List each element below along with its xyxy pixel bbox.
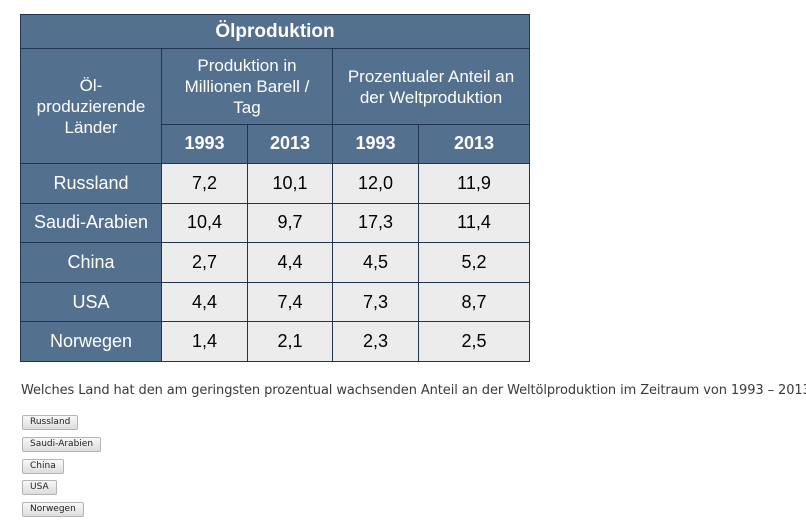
value-cell: 2,1 [247,321,333,362]
oil-production-table: Ölproduktion Öl-produzierende Länder Pro… [19,13,531,362]
answer-button-usa[interactable]: USA [22,480,57,495]
value-cell: 4,5 [332,242,419,283]
table-title: Ölproduktion [19,13,531,50]
value-cell: 12,0 [332,163,419,204]
value-cell: 4,4 [247,242,333,283]
production-column-header: Produktion in Millionen Barell / Tag [161,48,333,125]
value-cell: 9,7 [247,202,333,244]
value-cell: 4,4 [161,281,248,323]
production-column-header-text: Produktion in Millionen Barell / Tag [184,56,310,118]
answer-button-china[interactable]: China [22,459,64,474]
value-cell: 2,5 [417,321,531,362]
value-cell: 10,1 [247,163,333,204]
value-cell: 2,7 [161,242,248,283]
value-cell: 11,4 [417,202,531,244]
value-cell: 7,3 [332,281,419,323]
question-text: Welches Land hat den am geringsten proze… [21,383,806,398]
value-cell: 8,7 [417,281,531,323]
country-cell: Norwegen [20,321,162,362]
table-row: USA 4,4 7,4 7,3 8,7 [20,281,531,323]
value-cell: 5,2 [417,242,531,283]
answer-button-russland[interactable]: Russland [22,415,79,430]
value-cell: 1,4 [161,321,248,362]
country-cell: USA [20,281,162,323]
country-cell: China [20,242,162,283]
table-row: Russland 7,2 10,1 12,0 11,9 [20,163,531,204]
table-row: China 2,7 4,4 4,5 5,2 [20,242,531,283]
table-row: Saudi-Arabien 10,4 9,7 17,3 11,4 [20,202,531,244]
year-header: 2013 [417,123,531,165]
value-cell: 17,3 [332,202,419,244]
year-header: 1993 [161,123,248,165]
value-cell: 10,4 [161,202,248,244]
country-cell: Saudi-Arabien [20,202,162,244]
country-column-header-text: Öl-produzierende Länder [36,75,146,137]
year-header: 1993 [332,123,419,165]
year-header: 2013 [247,123,333,165]
table-row: Norwegen 1,4 2,1 2,3 2,5 [20,321,531,362]
share-column-header-text: Prozentualer Anteil an der Weltproduktio… [347,66,515,107]
value-cell: 7,4 [247,281,333,323]
value-cell: 2,3 [332,321,419,362]
answer-button-norwegen[interactable]: Norwegen [22,502,84,517]
answer-button-saudi-arabien[interactable]: Saudi-Arabien [22,437,102,452]
country-column-header: Öl-produzierende Länder [20,48,162,165]
value-cell: 7,2 [161,163,248,204]
value-cell: 11,9 [417,163,531,204]
share-column-header: Prozentualer Anteil an der Weltproduktio… [331,48,531,125]
country-cell: Russland [20,163,162,204]
